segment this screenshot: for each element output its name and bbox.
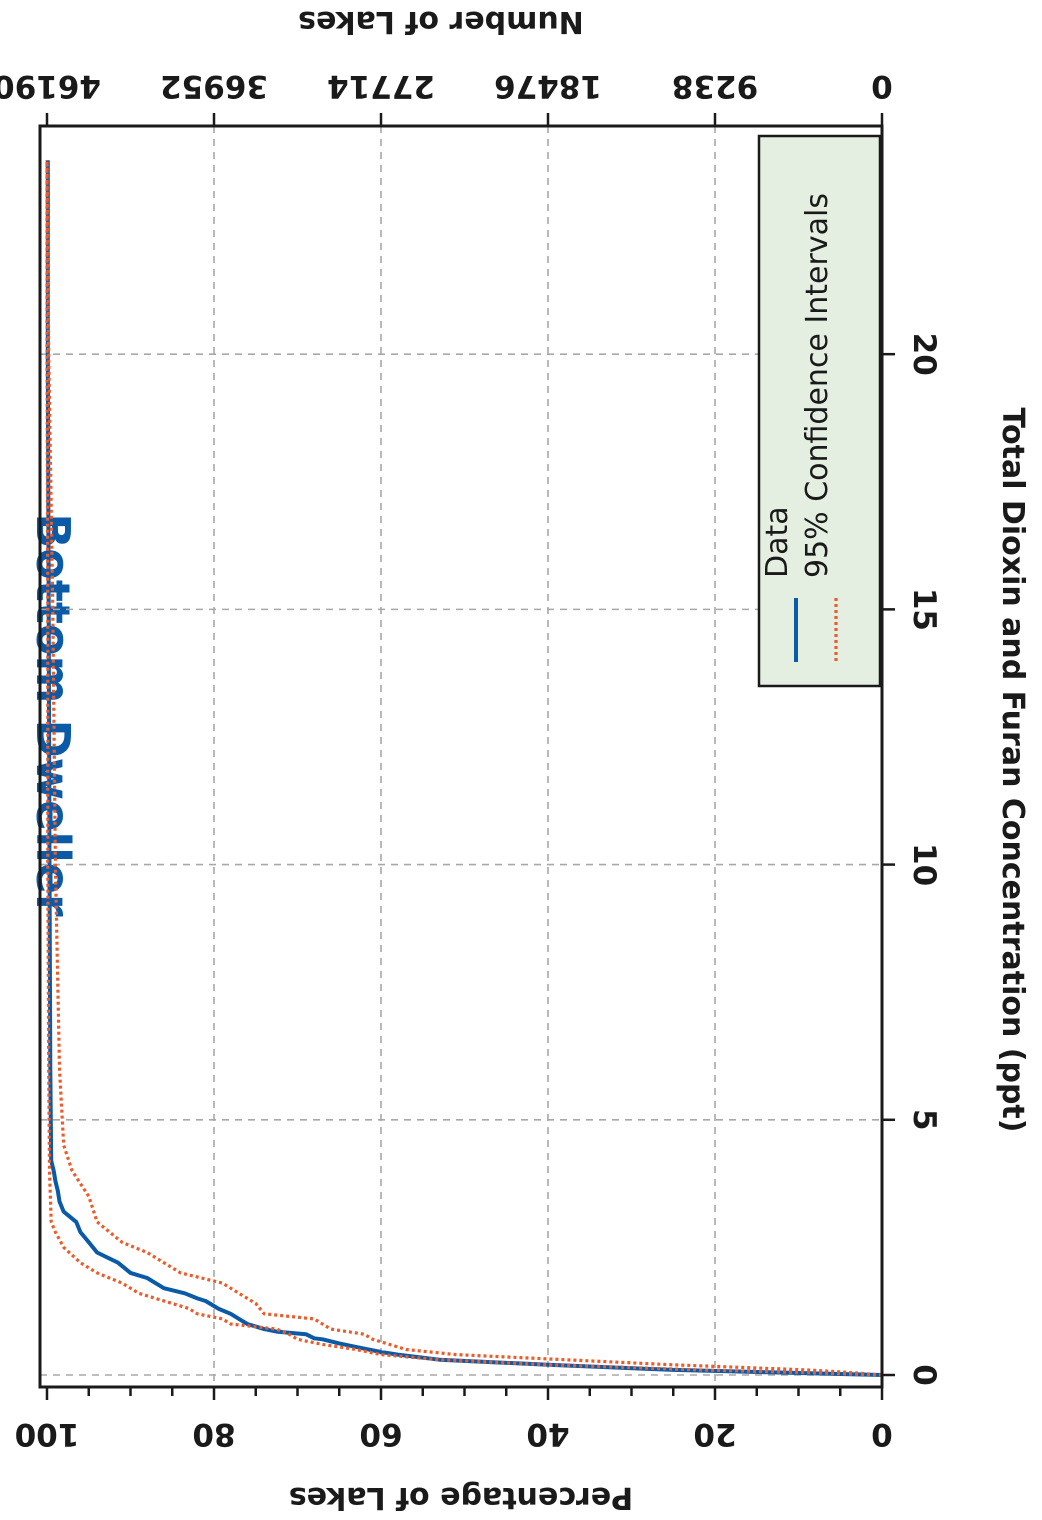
tick-label-y: 40 bbox=[526, 1416, 569, 1452]
tick-label-y2: 18476 bbox=[494, 68, 602, 104]
legend-box bbox=[757, 134, 882, 688]
legend-label-data: Data bbox=[760, 506, 795, 578]
axis-title-y2: Number of Lakes bbox=[298, 4, 584, 39]
series-data-line bbox=[45, 160, 883, 1377]
tick-label-x: 5 bbox=[906, 1109, 942, 1131]
tick-label-x: 0 bbox=[906, 1364, 942, 1386]
tick-label-x: 15 bbox=[906, 588, 942, 631]
tick-label-y: 60 bbox=[359, 1416, 402, 1452]
plot-frame bbox=[38, 124, 884, 1389]
axis-title-x: Total Dioxin and Furan Concentration (pp… bbox=[995, 408, 1030, 1133]
tick-label-y2: 36952 bbox=[160, 68, 268, 104]
axis-title-y: Percentage of Lakes bbox=[289, 1480, 633, 1515]
tick-label-y: 0 bbox=[871, 1416, 893, 1452]
series-ci-upper-line bbox=[45, 160, 883, 1377]
tick-label-y: 20 bbox=[693, 1416, 736, 1452]
tick-label-y2: 9238 bbox=[672, 68, 758, 104]
tick-label-y2: 0 bbox=[871, 68, 893, 104]
series-ci-lower-line bbox=[45, 160, 883, 1377]
legend-label-ci: 95% Confidence Intervals bbox=[800, 193, 835, 578]
tick-label-x: 20 bbox=[906, 333, 942, 376]
tick-label-y2: 46190 bbox=[0, 68, 101, 104]
tick-label-y: 80 bbox=[192, 1416, 235, 1452]
grid-layer bbox=[40, 126, 882, 1387]
tick-label-y: 100 bbox=[15, 1416, 80, 1452]
series-layer bbox=[45, 160, 883, 1377]
legend-layer: Data 95% Confidence Intervals bbox=[757, 134, 882, 688]
tick-label-x: 10 bbox=[906, 843, 942, 886]
tick-label-y2: 27714 bbox=[327, 68, 435, 104]
